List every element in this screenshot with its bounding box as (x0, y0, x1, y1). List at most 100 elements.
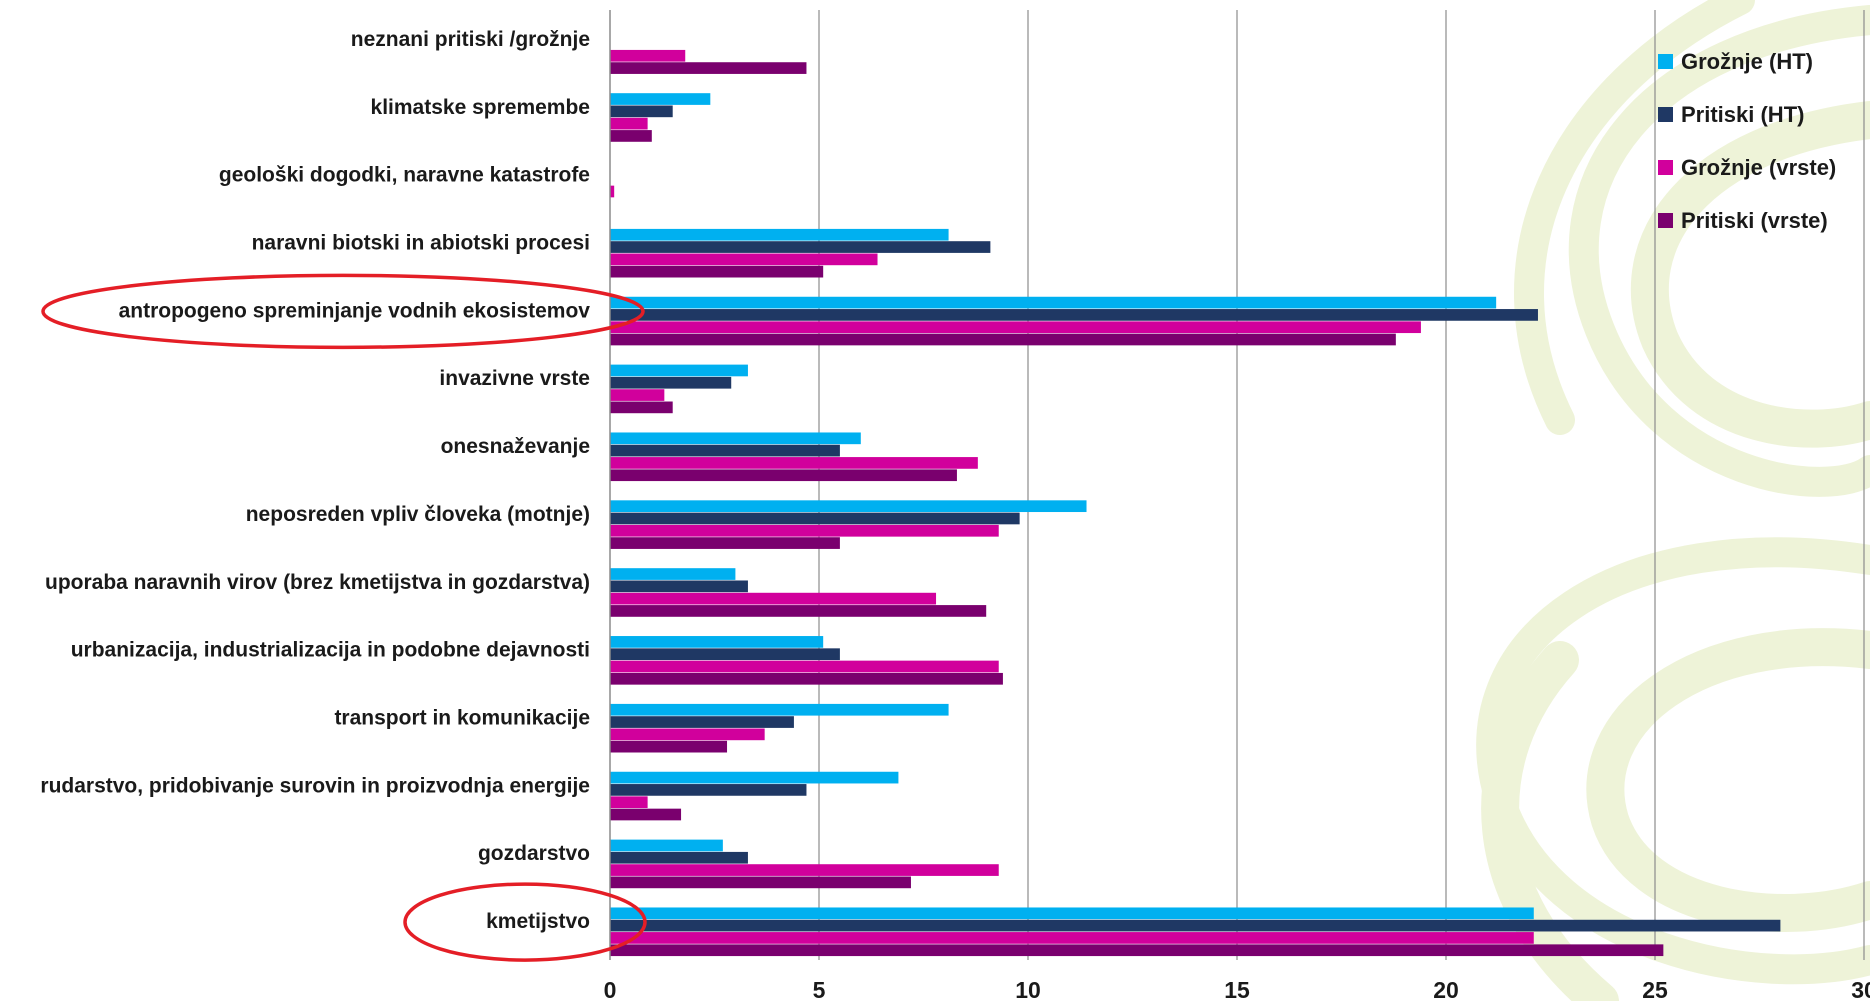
bar (610, 389, 665, 401)
legend-label: Grožnje (vrste) (1681, 155, 1836, 180)
bar (610, 469, 957, 482)
bar (610, 919, 1781, 932)
bar (610, 703, 949, 716)
bar (610, 105, 673, 118)
bar-group (610, 500, 1087, 549)
bar (610, 185, 615, 198)
bar-group (610, 228, 991, 278)
category-label: neposreden vpliv človeka (motnje) (246, 503, 590, 526)
bar (610, 265, 824, 278)
bar (610, 876, 911, 889)
bar (610, 457, 978, 469)
x-tick-label: 10 (1015, 977, 1041, 1001)
x-tick-label: 0 (604, 977, 617, 1001)
category-label: rudarstvo, pridobivanje surovin in proiz… (40, 774, 590, 797)
bar-group (610, 93, 711, 142)
bar (610, 740, 728, 753)
bar (610, 605, 987, 617)
gridlines (818, 10, 1865, 960)
bar (610, 839, 723, 852)
legend-swatch (1658, 54, 1673, 69)
bar (610, 253, 878, 266)
watermark-arc (1586, 628, 1870, 932)
bars (610, 49, 1781, 957)
bar-group (610, 364, 748, 414)
bar (610, 117, 648, 130)
bar (610, 851, 748, 864)
bar (610, 309, 1538, 321)
bar (610, 321, 1421, 334)
legend-swatch (1658, 213, 1673, 228)
legend-label: Pritiski (vrste) (1681, 208, 1828, 233)
bar (610, 62, 807, 74)
highlight-ellipse (41, 273, 645, 350)
bar-group (610, 185, 615, 198)
bar (610, 907, 1534, 920)
bar (610, 648, 840, 661)
bar (610, 296, 1497, 309)
bar (610, 537, 840, 549)
category-label: urbanizacija, industrializacija in podob… (71, 639, 590, 662)
category-label: geološki dogodki, naravne katastrofe (219, 164, 590, 187)
x-tick-labels: 0 5 10 15 20 25 30 (604, 977, 1870, 1001)
bar (610, 401, 673, 414)
bar (610, 376, 732, 389)
bar (610, 716, 794, 728)
bar (610, 728, 765, 741)
x-tick-label: 5 (813, 977, 826, 1001)
legend: Grožnje (HT) Pritiski (HT) Grožnje (vrste)… (1658, 49, 1836, 233)
legend-label: Grožnje (HT) (1681, 49, 1813, 74)
x-tick-label: 15 (1224, 977, 1250, 1001)
legend-swatch (1658, 107, 1673, 122)
bar (610, 524, 999, 537)
x-tick-label: 20 (1433, 977, 1459, 1001)
bar (610, 932, 1534, 944)
bar-group (610, 907, 1781, 957)
bar (610, 130, 652, 142)
bar (610, 660, 999, 673)
bar (610, 49, 686, 62)
watermark-arc (1514, 0, 1755, 435)
bar-group (610, 636, 1003, 685)
category-label: transport in komunikacije (334, 707, 590, 730)
legend-label: Pritiski (HT) (1681, 102, 1804, 127)
category-labels: neznani pritiski /grožnje klimatske sprem… (40, 28, 590, 933)
bar-group (610, 771, 899, 821)
background-watermark (1476, 0, 1870, 1001)
category-label: neznani pritiski /grožnje (351, 28, 590, 51)
category-label: gozdarstvo (478, 842, 590, 865)
bar (610, 672, 1003, 685)
bar (610, 636, 824, 648)
bar (610, 944, 1664, 957)
category-label: kmetijstvo (486, 910, 590, 933)
bar (610, 592, 937, 605)
bar-group (610, 49, 807, 74)
bar (610, 364, 748, 377)
bar (610, 333, 1396, 346)
category-label: naravni biotski in abiotski procesi (252, 232, 590, 255)
category-label: uporaba naravnih virov (brez kmetijstva … (45, 571, 590, 594)
bar (610, 864, 999, 876)
bar (610, 93, 711, 105)
bar (610, 512, 1020, 525)
bar (610, 500, 1087, 513)
bar-group (610, 703, 949, 753)
bar (610, 796, 648, 809)
watermark-arc (1568, 5, 1870, 497)
bar-group (610, 839, 999, 889)
bar-group (610, 432, 978, 482)
highlight-ellipses (41, 273, 647, 962)
highlight-ellipse (403, 882, 647, 962)
x-tick-label: 25 (1642, 977, 1668, 1001)
category-label: antropogeno spreminjanje vodnih ekosiste… (119, 299, 591, 322)
bar (610, 580, 748, 593)
bar-group (610, 568, 987, 617)
bar (610, 771, 899, 784)
category-label: klimatske spremembe (371, 96, 590, 119)
bar (610, 432, 861, 445)
bar (610, 784, 807, 796)
bar (610, 228, 949, 241)
bar (610, 444, 840, 457)
bar (610, 568, 736, 580)
